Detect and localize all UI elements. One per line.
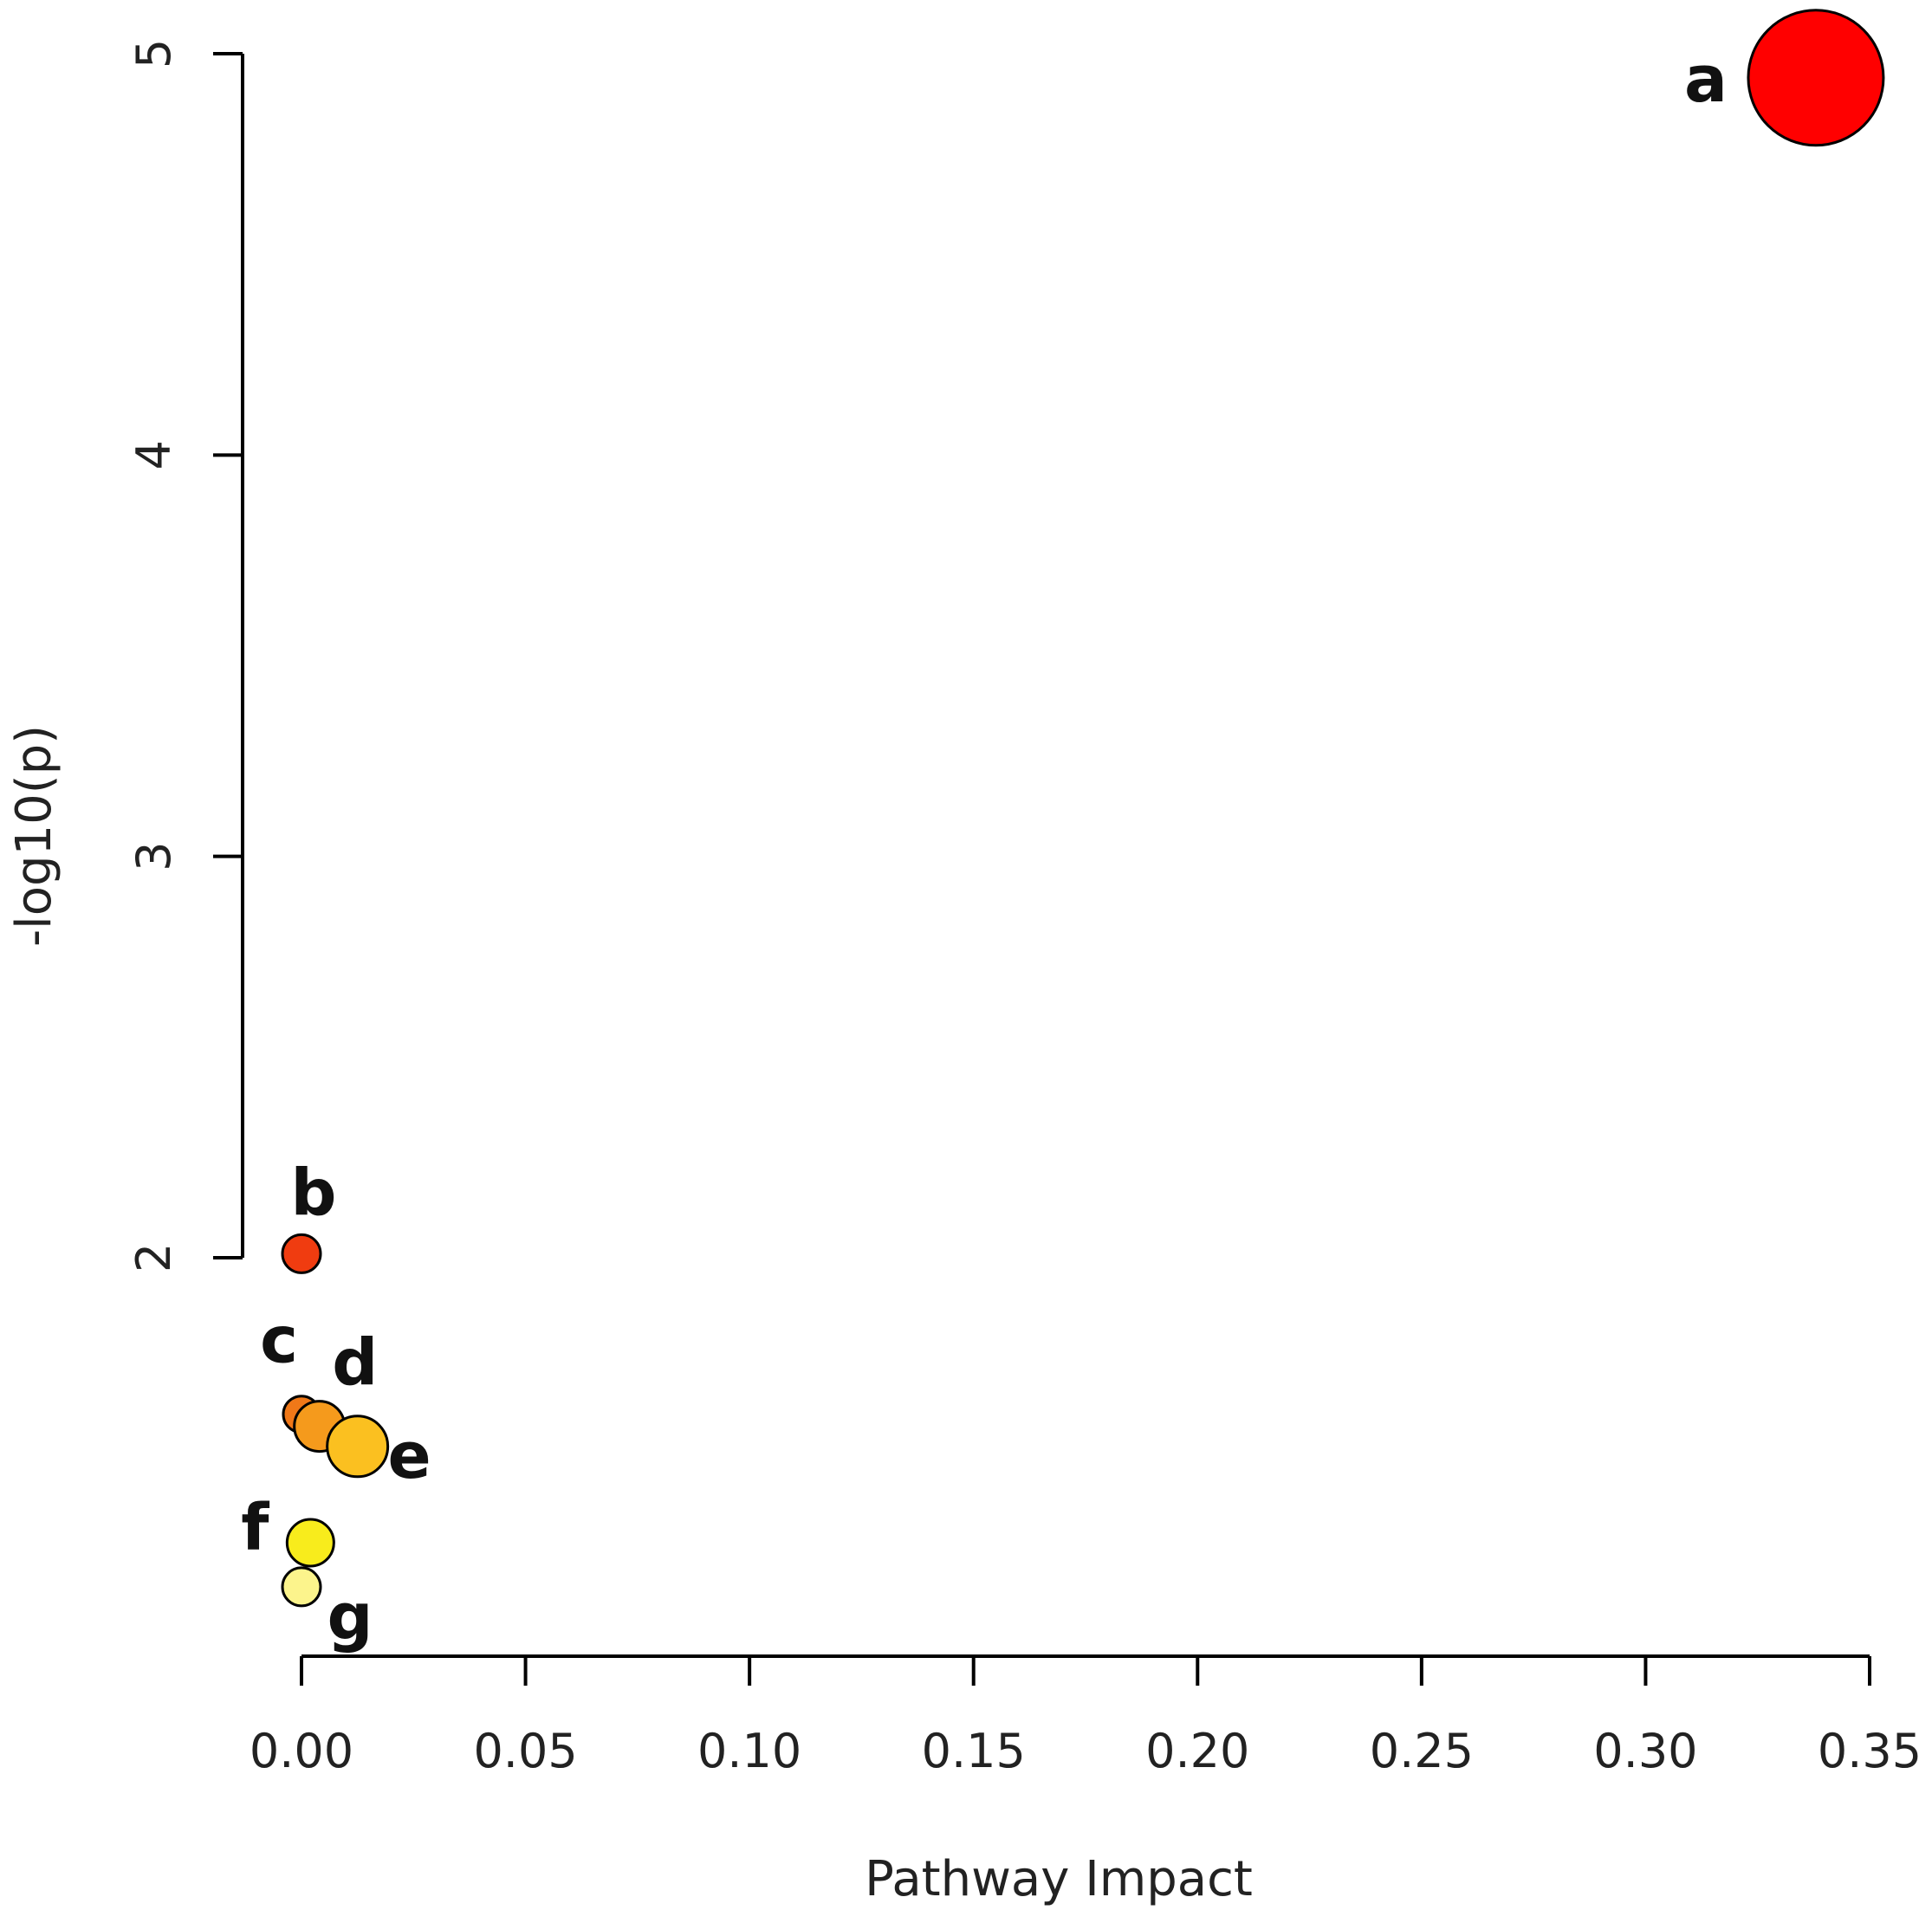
point-labels: a bc de fg	[241, 42, 1728, 1654]
data-point-f	[285, 1518, 335, 1568]
x-axis: 0.00 0.05 0.10 0.15 0.20 0.25 0.30 0.35	[250, 1654, 1922, 1778]
y-tick-label: 5	[126, 39, 181, 68]
x-tick-label: 0.35	[1818, 1724, 1922, 1778]
data-point-a	[1747, 9, 1885, 147]
y-tick-label: 2	[126, 1243, 181, 1272]
data-points	[281, 9, 1885, 1608]
x-tick-label: 0.20	[1145, 1724, 1249, 1778]
data-point-g	[281, 1566, 322, 1608]
point-label-e: e	[388, 1419, 431, 1493]
data-point-b	[281, 1233, 322, 1274]
point-label-d: d	[332, 1326, 378, 1401]
y-tick-label: 3	[126, 841, 181, 871]
data-point-e	[326, 1415, 390, 1479]
point-label-a: a	[1684, 42, 1728, 117]
x-tick-label: 0.10	[697, 1724, 801, 1778]
x-tick-label: 0.15	[922, 1724, 1026, 1778]
point-label-f: f	[241, 1491, 269, 1565]
x-axis-title: Pathway Impact	[865, 1851, 1253, 1907]
y-axis: 2 3 4 5	[126, 39, 244, 1272]
point-label-b: b	[291, 1156, 337, 1230]
point-label-g: g	[327, 1580, 373, 1654]
y-axis-title: -log10(p)	[6, 725, 62, 947]
point-label-c: c	[260, 1304, 298, 1378]
x-tick-label: 0.00	[250, 1724, 353, 1778]
x-tick-label: 0.05	[473, 1724, 577, 1778]
x-tick-label: 0.30	[1593, 1724, 1697, 1778]
x-tick-label: 0.25	[1370, 1724, 1474, 1778]
y-tick-label: 4	[126, 440, 181, 469]
